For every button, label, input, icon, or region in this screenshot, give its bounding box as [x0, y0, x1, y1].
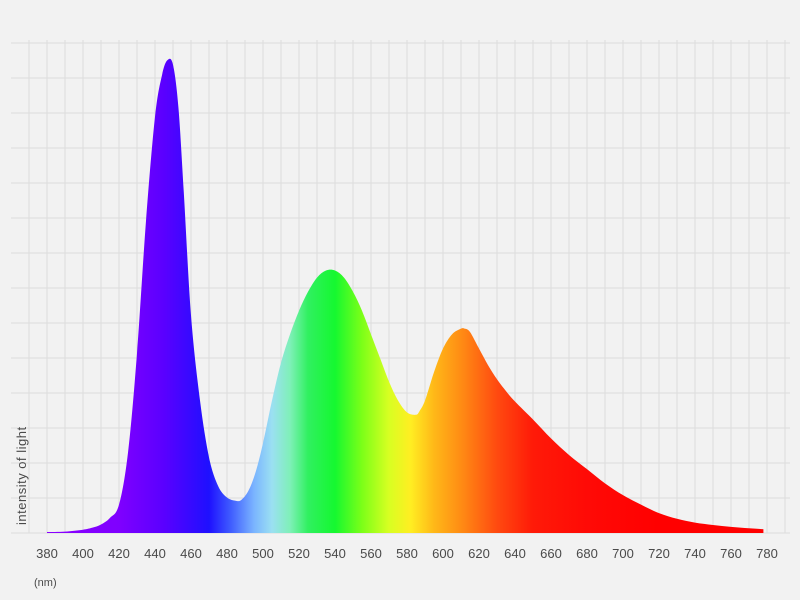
y-axis-label: intensity of light [14, 426, 29, 525]
x-tick-label: 480 [216, 546, 238, 561]
x-tick-label: 720 [648, 546, 670, 561]
x-tick-label: 760 [720, 546, 742, 561]
x-axis-ticks: 380 400 420 440 460 480 500 520 540 560 580 600 620 6… [36, 546, 778, 561]
x-tick-label: 400 [72, 546, 94, 561]
x-tick-label: 700 [612, 546, 634, 561]
x-tick-label: 420 [108, 546, 130, 561]
spectrum-area [47, 59, 763, 533]
x-tick-label: 440 [144, 546, 166, 561]
x-axis-unit-label: (nm) [34, 577, 57, 589]
x-tick-label: 380 [36, 546, 58, 561]
x-tick-label: 460 [180, 546, 202, 561]
x-tick-label: 520 [288, 546, 310, 561]
x-tick-label: 540 [324, 546, 346, 561]
x-tick-label: 660 [540, 546, 562, 561]
x-tick-label: 600 [432, 546, 454, 561]
x-tick-label: 740 [684, 546, 706, 561]
x-tick-label: 560 [360, 546, 382, 561]
x-tick-label: 580 [396, 546, 418, 561]
x-tick-label: 620 [468, 546, 490, 561]
x-tick-label: 500 [252, 546, 274, 561]
x-tick-label: 680 [576, 546, 598, 561]
x-tick-label: 780 [756, 546, 778, 561]
x-tick-label: 640 [504, 546, 526, 561]
